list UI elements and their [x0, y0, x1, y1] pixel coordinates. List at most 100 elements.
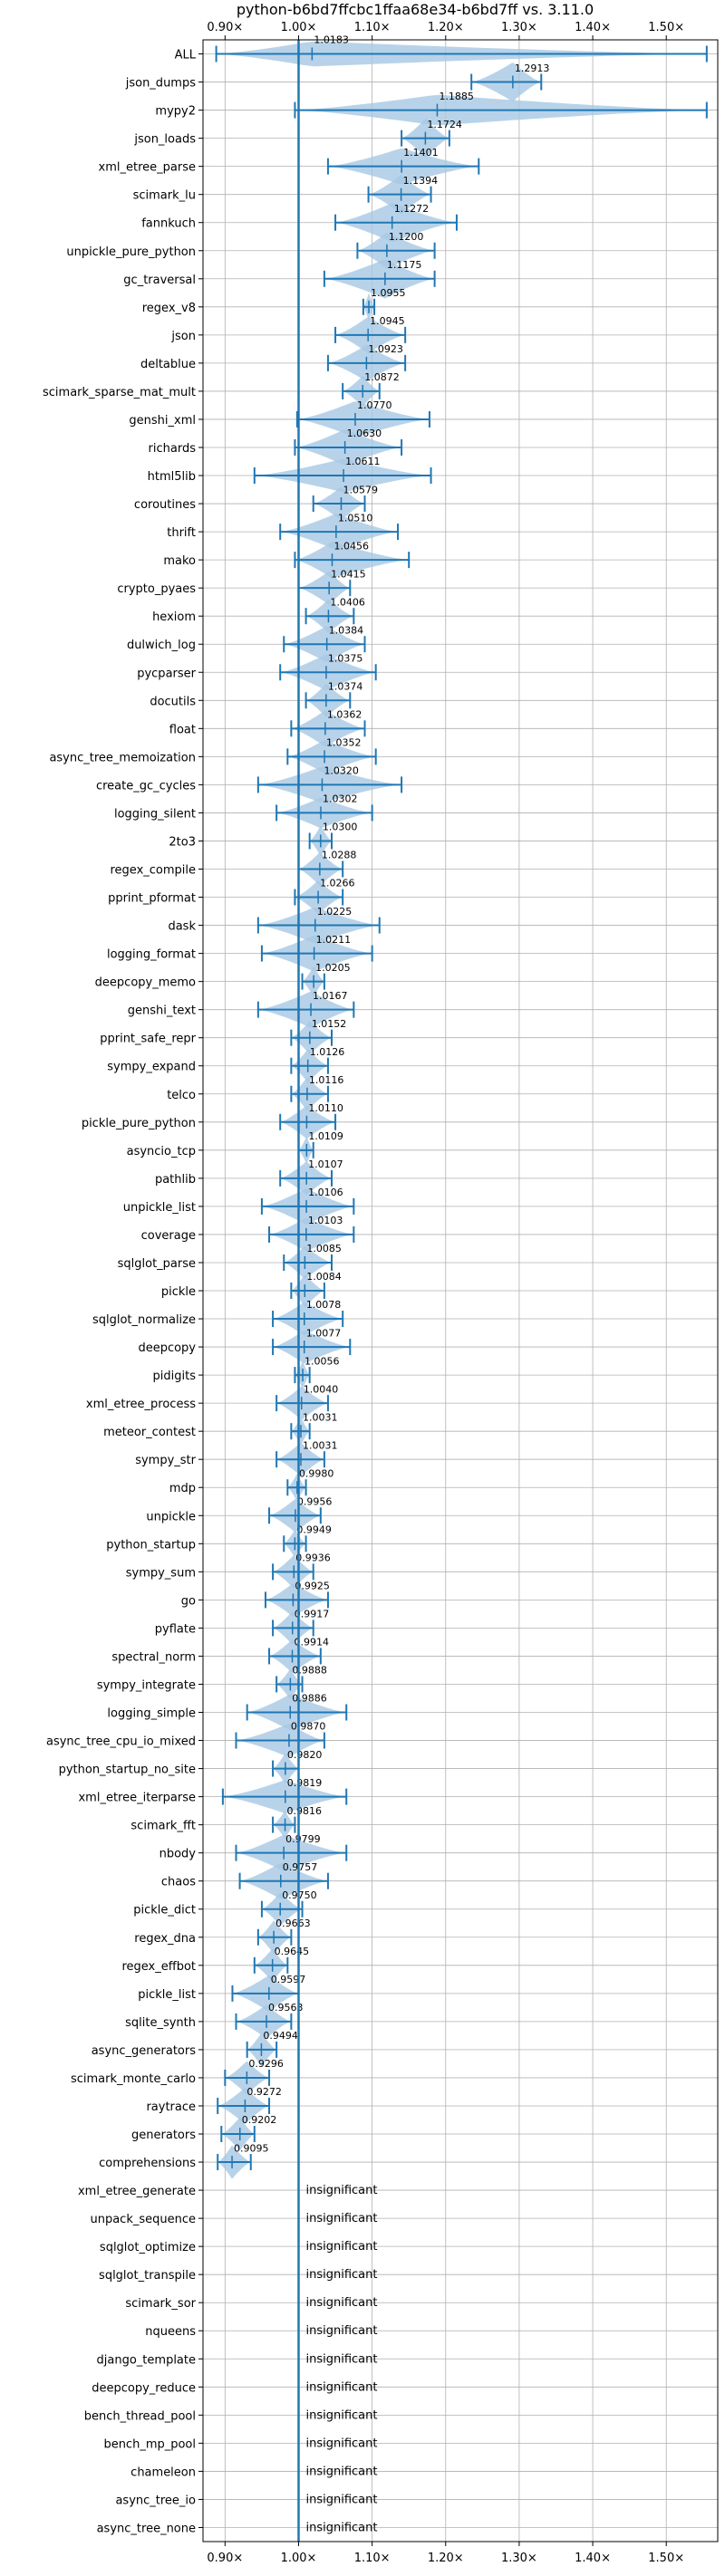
data-label: 1.0109	[308, 1130, 343, 1142]
y-tick-label: unpickle	[146, 1510, 196, 1523]
x-tick-label-bottom: 1.50×	[648, 2552, 684, 2565]
data-label: 1.0923	[368, 343, 403, 355]
y-tick-label: unpickle_pure_python	[66, 245, 196, 259]
insignificant-label: insignificant	[305, 2324, 377, 2338]
y-tick-label: logging_simple	[107, 1707, 196, 1721]
y-tick-label: xml_etree_parse	[99, 161, 196, 175]
y-tick-label: sqlglot_parse	[118, 1257, 196, 1271]
y-tick-label: sympy_expand	[107, 1061, 196, 1074]
data-label: 1.0031	[303, 1439, 338, 1451]
x-tick-label-bottom: 1.30×	[501, 2552, 537, 2565]
x-tick-label-top: 1.30×	[501, 21, 537, 34]
y-tick-label: async_tree_cpu_io_mixed	[46, 1735, 196, 1749]
x-tick-label-top: 1.50×	[648, 21, 684, 34]
data-label: 0.9816	[287, 1805, 323, 1817]
data-label: 1.0031	[303, 1411, 338, 1423]
data-label: 0.9272	[246, 2086, 282, 2098]
y-tick-label: pathlib	[155, 1173, 196, 1187]
y-tick-label: scimark_sor	[125, 2297, 196, 2311]
y-tick-label: raytrace	[146, 2100, 196, 2114]
data-label: 0.9925	[295, 1581, 330, 1592]
insignificant-label: insignificant	[305, 2240, 377, 2254]
y-tick-label: json_loads	[133, 133, 196, 147]
data-label: 1.1394	[403, 175, 439, 187]
data-label: 1.1885	[439, 91, 474, 102]
chart-title: python-b6bd7ffcbc1ffaa68e34-b6bd7ff vs. …	[237, 1, 594, 18]
y-tick-label: asyncio_tcp	[127, 1145, 196, 1158]
y-tick-label: create_gc_cycles	[96, 779, 196, 793]
y-tick-label: pprint_pformat	[108, 892, 196, 906]
data-label: 1.0384	[329, 624, 364, 636]
insignificant-label: insignificant	[305, 2212, 377, 2225]
y-tick-label: sqlglot_transpile	[99, 2269, 196, 2283]
data-label: 1.0106	[308, 1187, 343, 1198]
data-label: 0.9494	[263, 2030, 298, 2042]
insignificant-label: insignificant	[305, 2296, 377, 2310]
y-tick-label: scimark_lu	[133, 189, 196, 203]
data-label: 0.9870	[291, 1721, 326, 1733]
y-tick-label: mypy2	[155, 105, 196, 119]
y-tick-label: dulwich_log	[127, 639, 196, 652]
y-tick-label: regex_effbot	[121, 1960, 196, 1974]
y-tick-label: chameleon	[130, 2465, 196, 2479]
y-tick-label: coverage	[141, 1229, 196, 1243]
data-label: 0.9757	[283, 1861, 318, 1873]
x-tick-label-top: 1.00×	[281, 21, 317, 34]
y-tick-label: meteor_contest	[103, 1426, 196, 1439]
x-tick-label-top: 1.40×	[575, 21, 611, 34]
data-label: 1.0152	[312, 1018, 347, 1030]
y-tick-label: fannkuch	[141, 217, 196, 231]
insignificant-label: insignificant	[305, 2465, 377, 2478]
y-tick-label: regex_v8	[142, 302, 196, 315]
data-label: 0.9095	[234, 2142, 269, 2154]
y-tick-label: pidigits	[153, 1370, 197, 1383]
y-tick-label: hexiom	[152, 610, 196, 624]
y-tick-label: generators	[131, 2129, 196, 2142]
y-tick-label: json_dumps	[125, 77, 196, 91]
y-tick-label: 2to3	[169, 835, 196, 849]
x-tick-label-bottom: 1.00×	[281, 2552, 317, 2565]
y-tick-label: gc_traversal	[123, 274, 196, 287]
y-tick-label: python_startup_no_site	[59, 1764, 196, 1777]
data-label: 1.0116	[309, 1074, 344, 1086]
y-tick-label: sympy_str	[135, 1454, 196, 1467]
y-tick-label: deepcopy_memo	[95, 976, 196, 990]
y-tick-label: python_startup	[106, 1538, 196, 1552]
data-label: 0.9645	[275, 1946, 310, 1957]
data-label: 0.9956	[297, 1495, 333, 1507]
y-tick-label: async_tree_io	[115, 2494, 196, 2507]
y-tick-label: go	[181, 1594, 196, 1608]
y-tick-label: pickle_pure_python	[82, 1117, 196, 1130]
y-tick-label: scimark_monte_carlo	[71, 2072, 196, 2086]
y-tick-label: deepcopy_reduce	[92, 2381, 196, 2395]
data-label: 0.9917	[295, 1609, 330, 1620]
y-tick-label: sqlglot_normalize	[92, 1313, 196, 1327]
data-label: 1.0167	[313, 990, 348, 1002]
y-tick-label: pyflate	[155, 1622, 196, 1636]
plot-frame	[202, 39, 719, 2542]
data-label: 1.0288	[322, 850, 357, 861]
insignificant-label: insignificant	[305, 2437, 377, 2450]
y-tick-label: dask	[168, 920, 196, 934]
data-label: 1.0611	[345, 456, 381, 467]
y-tick-label: sympy_integrate	[97, 1678, 196, 1692]
data-label: 1.0205	[315, 962, 351, 974]
y-tick-label: genshi_text	[128, 1004, 196, 1018]
y-tick-label: unpickle_list	[123, 1201, 196, 1215]
y-tick-label: async_tree_none	[97, 2522, 196, 2535]
insignificant-label: insignificant	[305, 2352, 377, 2366]
y-tick-label: unpack_sequence	[90, 2213, 196, 2226]
x-tick-label-bottom: 1.10×	[354, 2552, 391, 2565]
data-label: 0.9296	[248, 2058, 284, 2070]
data-label: 0.9888	[292, 1665, 327, 1677]
y-tick-label: chaos	[161, 1876, 196, 1889]
y-tick-label: pycparser	[137, 667, 196, 680]
y-tick-label: mdp	[169, 1482, 196, 1495]
y-tick-label: pickle_list	[138, 1988, 196, 2002]
data-label: 0.9886	[292, 1693, 327, 1705]
insignificant-label: insignificant	[305, 2521, 377, 2534]
y-tick-label: float	[169, 723, 196, 736]
data-label: 1.0040	[304, 1383, 339, 1395]
y-tick-label: async_generators	[92, 2044, 197, 2058]
x-tick-label-bottom: 1.20×	[428, 2552, 464, 2565]
